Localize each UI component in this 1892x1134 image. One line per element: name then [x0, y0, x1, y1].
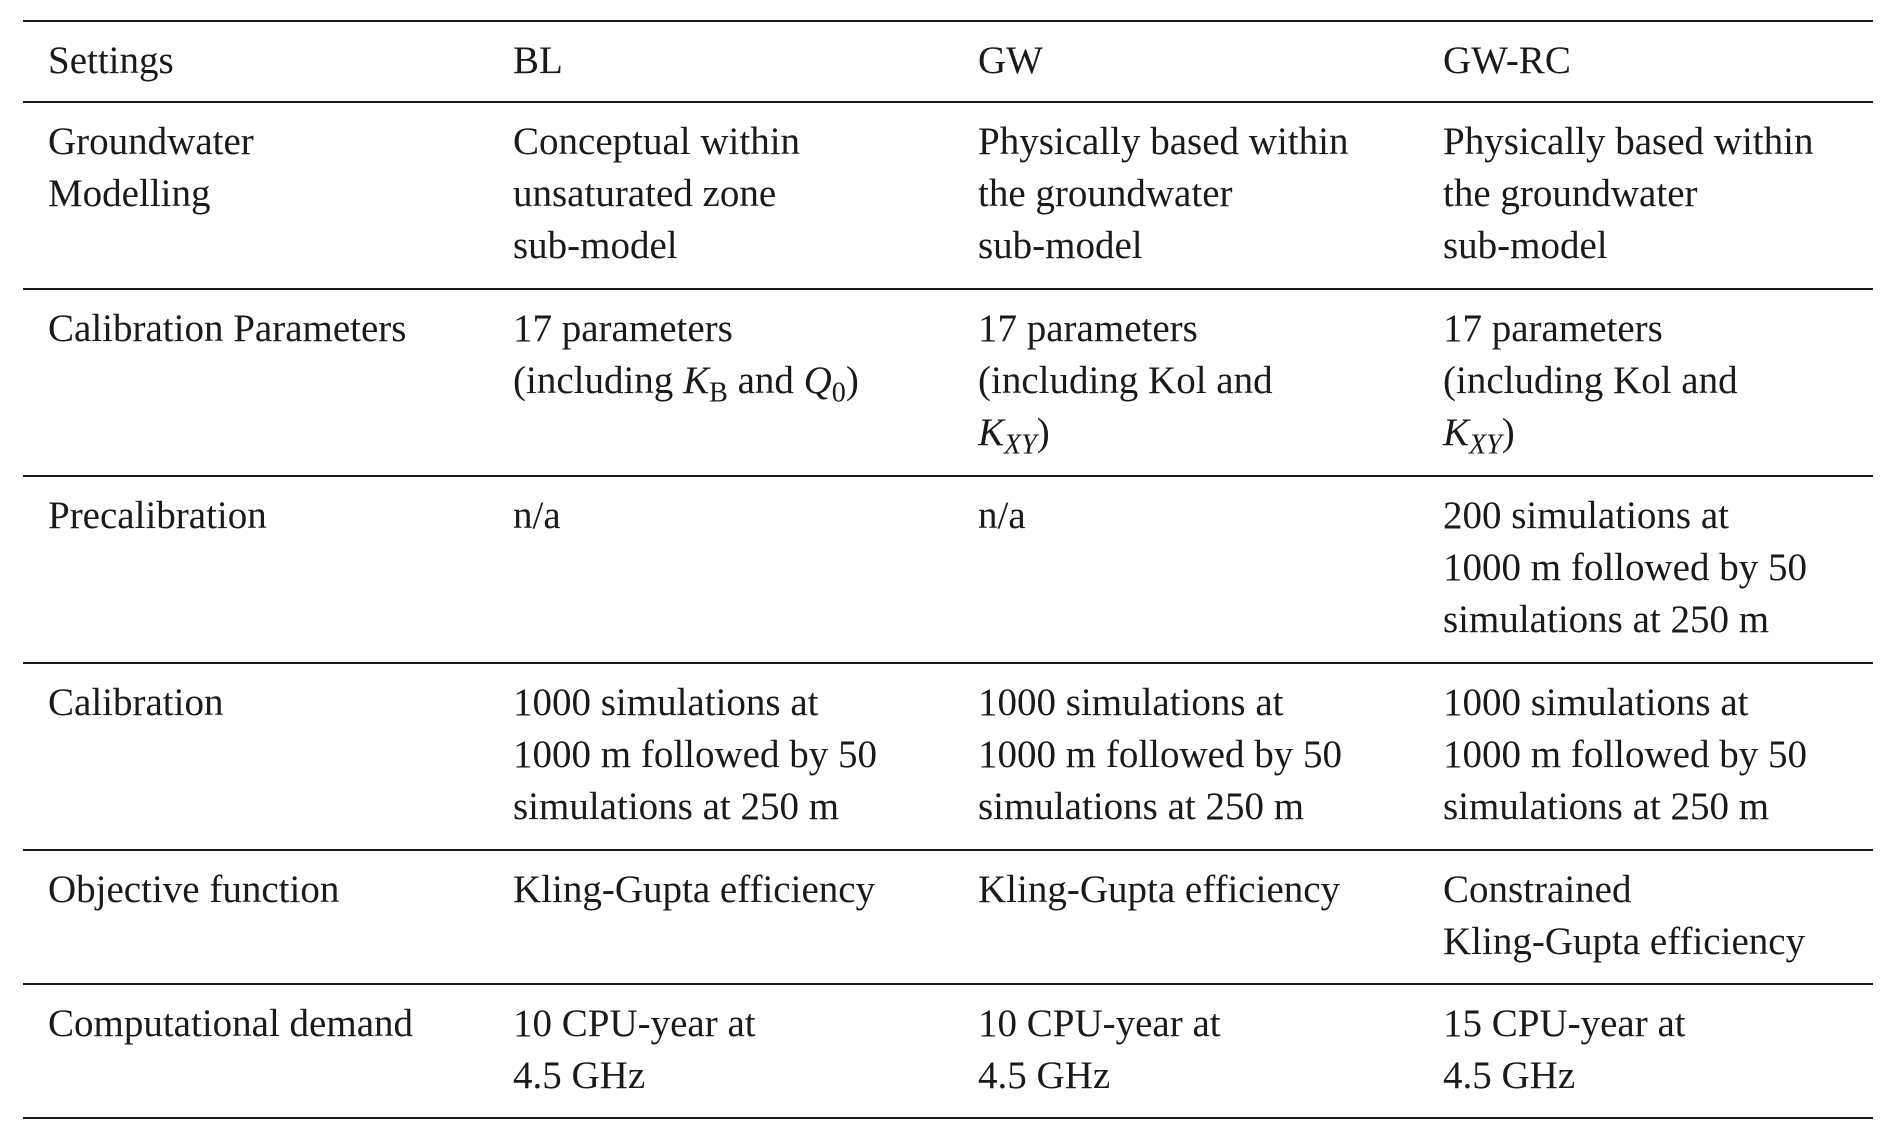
cell-gw: Kling-Gupta efficiency — [953, 850, 1418, 984]
math-symbol: K — [1443, 411, 1470, 454]
math-symbol: Q — [803, 359, 832, 402]
header-gw: GW — [978, 39, 1043, 82]
cell-bl: Kling-Gupta efficiency — [488, 850, 953, 984]
cell-gw: 17 parameters (including Kol and KXY) — [953, 289, 1418, 476]
row-label-text: Calibration — [48, 681, 224, 724]
row-label: Computational demand — [23, 984, 488, 1118]
cell-text: 10 CPU-year at 4.5 GHz — [978, 1002, 1221, 1097]
row-label: Calibration — [23, 663, 488, 850]
math-subscript: XY — [1469, 429, 1502, 460]
table-row-calibration-parameters: Calibration Parameters 17 parameters (in… — [23, 289, 1873, 476]
cell-text: 17 parameters — [978, 307, 1198, 350]
table-row-precalibration: Precalibration n/a n/a 200 simulations a… — [23, 476, 1873, 663]
cell-gw-rc: 1000 simulations at 1000 m followed by 5… — [1418, 663, 1873, 850]
cell-bl: 17 parameters (including KB and Q0) — [488, 289, 953, 476]
cell-gw-rc: 17 parameters (including Kol and KXY) — [1418, 289, 1873, 476]
header-bl: BL — [513, 39, 563, 82]
cell-text: Physically based within the groundwater … — [1443, 120, 1814, 267]
header-settings: Settings — [48, 39, 174, 82]
cell-text: Kling-Gupta efficiency — [978, 868, 1341, 911]
table-row-objective-function: Objective function Kling-Gupta efficienc… — [23, 850, 1873, 984]
cell-text: 1000 simulations at 1000 m followed by 5… — [1443, 681, 1807, 828]
cell-text: ) — [845, 359, 859, 402]
cell-text: Physically based within the groundwater … — [978, 120, 1349, 267]
math-subscript: B — [709, 377, 728, 409]
cell-bl: 1000 simulations at 1000 m followed by 5… — [488, 663, 953, 850]
row-label: Objective function — [23, 850, 488, 984]
table-row-groundwater-modelling: Groundwater Modelling Conceptual within … — [23, 102, 1873, 289]
cell-gw: Physically based within the groundwater … — [953, 102, 1418, 289]
cell-text: Conceptual within unsaturated zone sub-m… — [513, 120, 801, 267]
cell-bl: Conceptual within unsaturated zone sub-m… — [488, 102, 953, 289]
cell-text: n/a — [978, 494, 1026, 537]
cell-gw-rc: Physically based within the groundwater … — [1418, 102, 1873, 289]
math-subscript: 0 — [831, 377, 846, 409]
row-label-text: Groundwater Modelling — [48, 120, 254, 215]
cell-text: Constrained Kling-Gupta efficiency — [1443, 868, 1806, 963]
cell-text: and — [727, 359, 804, 402]
math-symbol: K — [978, 411, 1005, 454]
cell-bl: 10 CPU-year at 4.5 GHz — [488, 984, 953, 1118]
cell-text: 200 simulations at 1000 m followed by 50… — [1443, 494, 1807, 641]
cell-gw: 10 CPU-year at 4.5 GHz — [953, 984, 1418, 1118]
cell-text: 1000 simulations at 1000 m followed by 5… — [513, 681, 877, 828]
cell-text: 1000 simulations at 1000 m followed by 5… — [978, 681, 1342, 828]
cell-text: ) — [1501, 411, 1515, 454]
cell-text: (including Kol and — [978, 359, 1273, 402]
row-label: Groundwater Modelling — [23, 102, 488, 289]
header-gw-rc: GW-RC — [1443, 39, 1571, 82]
settings-table: Settings BL GW GW-RC Groundwater Modelli… — [23, 20, 1873, 1119]
row-label-text: Objective function — [48, 868, 340, 911]
cell-bl: n/a — [488, 476, 953, 663]
settings-table-container: Settings BL GW GW-RC Groundwater Modelli… — [23, 20, 1873, 1119]
row-label-text: Calibration Parameters — [48, 307, 407, 350]
math-symbol: K — [683, 359, 710, 402]
math-subscript-text: XY — [1469, 429, 1502, 461]
cell-gw-rc: Constrained Kling-Gupta efficiency — [1418, 850, 1873, 984]
row-label: Calibration Parameters — [23, 289, 488, 476]
cell-text: (including — [513, 359, 684, 402]
cell-text: Kling-Gupta efficiency — [513, 868, 876, 911]
cell-text: (including Kol and — [1443, 359, 1738, 402]
cell-text: n/a — [513, 494, 561, 537]
cell-text: 10 CPU-year at 4.5 GHz — [513, 1002, 756, 1097]
cell-text: 17 parameters — [513, 307, 733, 350]
cell-text: ) — [1036, 411, 1050, 454]
row-label-text: Computational demand — [48, 1002, 414, 1045]
cell-gw: 1000 simulations at 1000 m followed by 5… — [953, 663, 1418, 850]
cell-text: 15 CPU-year at 4.5 GHz — [1443, 1002, 1686, 1097]
table-row-calibration: Calibration 1000 simulations at 1000 m f… — [23, 663, 1873, 850]
math-subscript: XY — [1004, 429, 1037, 460]
math-subscript-text: XY — [1004, 429, 1037, 461]
cell-gw-rc: 15 CPU-year at 4.5 GHz — [1418, 984, 1873, 1118]
row-label: Precalibration — [23, 476, 488, 663]
table-row-computational-demand: Computational demand 10 CPU-year at 4.5 … — [23, 984, 1873, 1118]
table-header-row: Settings BL GW GW-RC — [23, 21, 1873, 102]
cell-gw-rc: 200 simulations at 1000 m followed by 50… — [1418, 476, 1873, 663]
row-label-text: Precalibration — [48, 494, 267, 537]
cell-gw: n/a — [953, 476, 1418, 663]
cell-text: 17 parameters — [1443, 307, 1663, 350]
